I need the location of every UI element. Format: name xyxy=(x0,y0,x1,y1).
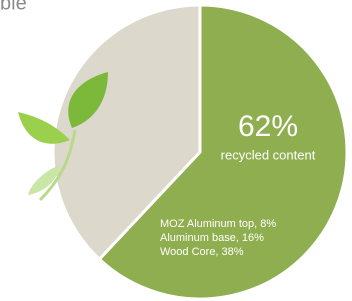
chart-title: ble xyxy=(0,0,27,14)
category-label: recycled content xyxy=(221,147,316,162)
annotation: Aluminum base, 16% xyxy=(160,232,264,244)
chart: ble 62% recycled content MOZ Aluminum to… xyxy=(0,0,352,301)
annotation: MOZ Aluminum top, 8% xyxy=(160,218,276,230)
value-label: 62% xyxy=(238,110,298,143)
page: {"chart_data": {"type": "pie", "title": … xyxy=(0,0,352,301)
annotation: Wood Core, 38% xyxy=(160,246,244,258)
